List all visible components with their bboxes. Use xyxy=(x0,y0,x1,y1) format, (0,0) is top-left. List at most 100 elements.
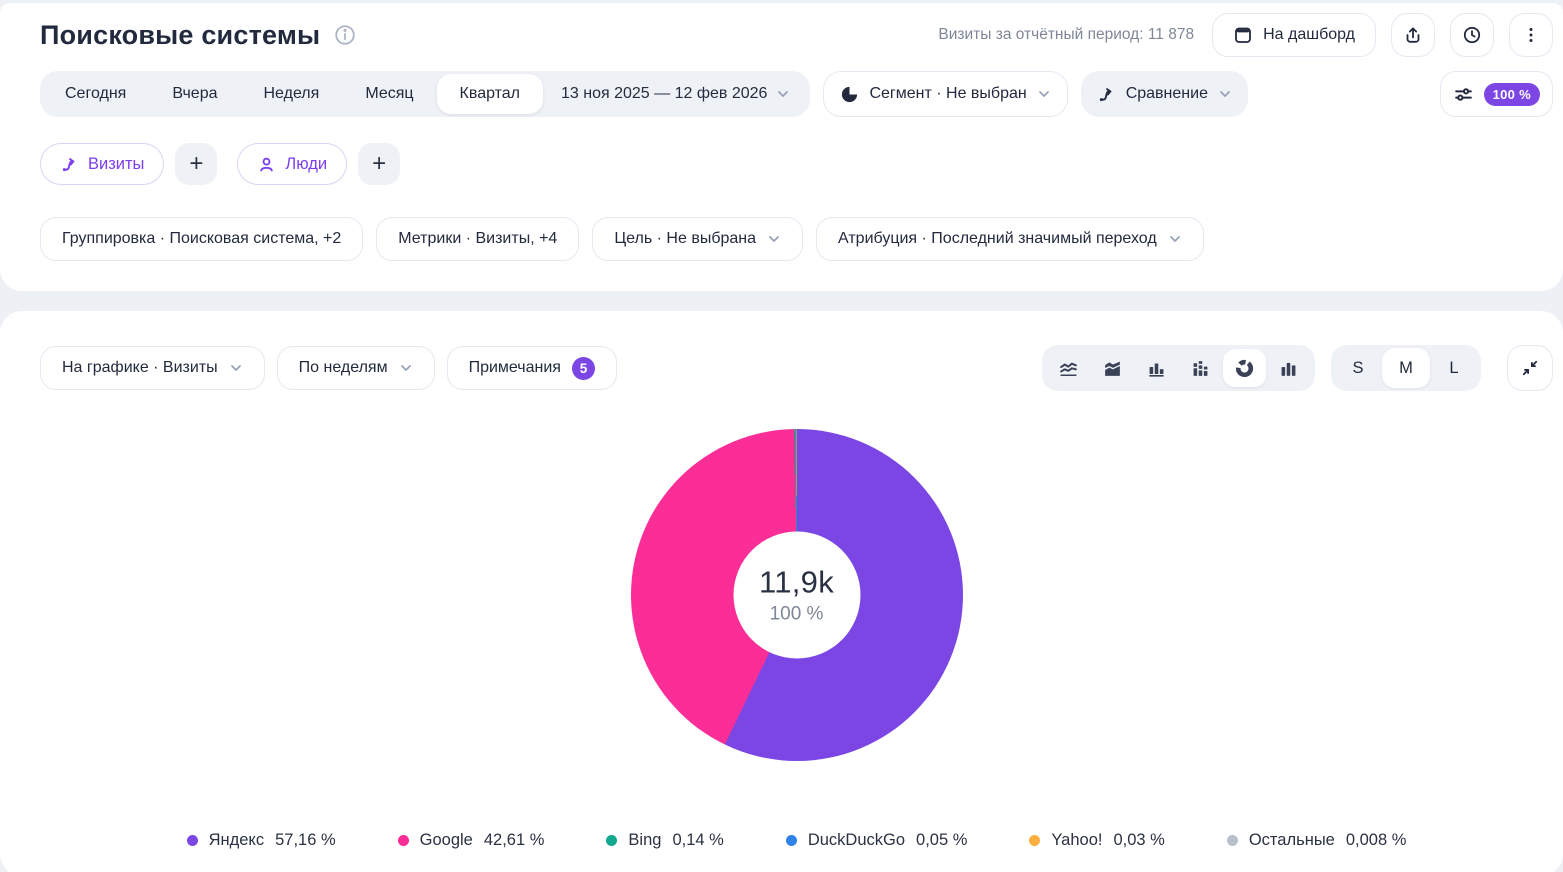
legend-series-name: Остальные xyxy=(1248,831,1335,849)
info-icon[interactable] xyxy=(334,24,356,46)
add-visits-metric-button[interactable]: + xyxy=(175,143,218,185)
dashboard-button[interactable]: На дашборд xyxy=(1212,13,1376,57)
donut-chart-icon[interactable] xyxy=(1223,349,1266,387)
tab-month[interactable]: Месяц xyxy=(365,85,414,102)
share-button[interactable] xyxy=(1391,13,1435,57)
metrics-label: Метрики · Визиты, +4 xyxy=(398,230,558,247)
grouping-label: Группировка · Поисковая система, +2 xyxy=(62,230,342,247)
person-icon xyxy=(257,155,276,174)
attribution-label: Атрибуция · Последний значимый переход xyxy=(838,230,1157,247)
donut-chart[interactable]: 11,9k 100 % xyxy=(630,429,963,761)
comparison-selector[interactable]: Сравнение xyxy=(1080,71,1248,117)
share-icon xyxy=(1403,25,1423,45)
sampling-badge: 100 % xyxy=(1483,82,1540,106)
legend-item[interactable]: Остальные 0,008 % xyxy=(1226,831,1407,850)
legend-color-dot xyxy=(397,835,409,846)
tab-week[interactable]: Неделя xyxy=(263,85,320,102)
size-medium-button[interactable]: M xyxy=(1382,348,1430,388)
legend-series-value: 0,008 % xyxy=(1345,831,1407,849)
clock-icon xyxy=(1462,25,1482,45)
page-title: Поисковые системы xyxy=(40,19,321,50)
donut-center: 11,9k 100 % xyxy=(733,531,860,659)
segment-selector[interactable]: Сегмент · Не выбран xyxy=(823,71,1068,117)
date-range-picker[interactable]: 13 ноя 2025 — 12 фев 2026 xyxy=(543,85,808,103)
legend-item[interactable]: Google 42,61 % xyxy=(397,831,545,850)
chevron-down-icon xyxy=(400,365,411,371)
visits-route-icon xyxy=(60,155,79,174)
legend-item[interactable]: Bing 0,14 % xyxy=(606,831,724,850)
more-menu-button[interactable] xyxy=(1509,13,1553,57)
comparison-route-icon xyxy=(1097,85,1116,104)
history-button[interactable] xyxy=(1450,13,1494,57)
people-chip-label: Люди xyxy=(285,154,328,173)
donut-total-percent: 100 % xyxy=(769,603,824,625)
chart-controls-row: На графике · Визиты По неделям Примечани… xyxy=(40,345,1553,391)
legend-series-name: DuckDuckGo xyxy=(807,831,906,849)
legend-color-dot xyxy=(1029,835,1041,846)
size-small-button[interactable]: S xyxy=(1352,358,1364,377)
legend-series-name: Yahoo! xyxy=(1051,831,1103,849)
on-chart-label: На графике · Визиты xyxy=(62,359,218,376)
add-people-metric-button[interactable]: + xyxy=(358,143,401,185)
people-metric-chip[interactable]: Люди xyxy=(237,143,348,185)
legend-series-name: Bing xyxy=(628,831,662,849)
legend-color-dot xyxy=(606,835,618,846)
notes-count-badge: 5 xyxy=(571,356,595,380)
collapse-chart-button[interactable] xyxy=(1507,345,1553,391)
notes-button[interactable]: Примечания 5 xyxy=(446,346,617,390)
notes-label: Примечания xyxy=(468,359,561,376)
metric-chips-row: Визиты + Люди + xyxy=(40,143,1553,185)
legend-series-value: 0,05 % xyxy=(916,831,968,849)
time-grouping-label: По неделям xyxy=(298,359,388,376)
donut-total-value: 11,9k xyxy=(758,564,835,600)
time-grouping-selector[interactable]: По неделям xyxy=(276,346,435,390)
legend-item[interactable]: Яндекс 57,16 % xyxy=(186,831,336,850)
header-row: Поисковые системы Визиты за отчётный пер… xyxy=(40,3,1553,57)
tab-today[interactable]: Сегодня xyxy=(65,85,127,102)
stacked-bar-chart-icon[interactable] xyxy=(1179,349,1222,387)
segment-pie-icon xyxy=(840,85,859,104)
column-chart-icon[interactable] xyxy=(1267,349,1310,387)
sampling-settings[interactable]: 100 % xyxy=(1439,71,1553,117)
legend-series-value: 42,61 % xyxy=(483,831,545,849)
legend-series-name: Google xyxy=(419,831,473,849)
visits-summary: Визиты за отчётный период: 11 878 xyxy=(938,26,1195,43)
date-range-label: 13 ноя 2025 — 12 фев 2026 xyxy=(561,85,768,102)
chevron-down-icon xyxy=(1169,236,1180,242)
chart-size-selector: S M L xyxy=(1331,345,1481,391)
bar-chart-icon[interactable] xyxy=(1135,349,1178,387)
goal-selector[interactable]: Цель · Не выбрана xyxy=(592,217,804,261)
line-chart-icon[interactable] xyxy=(1047,349,1090,387)
dashboard-button-label: На дашборд xyxy=(1263,26,1355,43)
chart-card: На графике · Визиты По неделям Примечани… xyxy=(0,311,1563,872)
period-bar: Сегодня Вчера Неделя Месяц Квартал 13 но… xyxy=(40,71,1553,117)
dashboard-icon xyxy=(1233,25,1253,45)
donut-chart-area: 11,9k 100 % xyxy=(40,413,1553,777)
chevron-down-icon xyxy=(778,91,789,97)
metrics-selector[interactable]: Метрики · Визиты, +4 xyxy=(376,217,580,261)
attribution-selector[interactable]: Атрибуция · Последний значимый переход xyxy=(816,217,1204,261)
legend-item[interactable]: DuckDuckGo 0,05 % xyxy=(785,831,968,850)
report-header-card: Поисковые системы Визиты за отчётный пер… xyxy=(0,3,1563,291)
grouping-selector[interactable]: Группировка · Поисковая система, +2 xyxy=(40,217,364,261)
kebab-icon xyxy=(1521,25,1541,45)
collapse-icon xyxy=(1520,358,1540,378)
visits-chip-label: Визиты xyxy=(88,154,145,173)
chevron-down-icon xyxy=(1038,91,1049,97)
segment-label: Сегмент · Не выбран xyxy=(869,85,1027,102)
visits-metric-chip[interactable]: Визиты xyxy=(40,143,165,185)
legend-series-name: Яндекс xyxy=(208,831,265,849)
tab-quarter[interactable]: Квартал xyxy=(436,74,544,114)
legend-item[interactable]: Yahoo! 0,03 % xyxy=(1029,831,1165,850)
area-chart-icon[interactable] xyxy=(1091,349,1134,387)
tab-yesterday[interactable]: Вчера xyxy=(172,85,218,102)
legend-color-dot xyxy=(186,835,198,846)
size-large-button[interactable]: L xyxy=(1449,358,1459,377)
period-tabs: Сегодня Вчера Неделя Месяц Квартал 13 но… xyxy=(40,71,811,117)
on-chart-selector[interactable]: На графике · Визиты xyxy=(40,346,265,390)
legend-series-value: 57,16 % xyxy=(275,831,336,849)
legend-color-dot xyxy=(785,835,797,846)
goal-label: Цель · Не выбрана xyxy=(614,230,757,247)
chevron-down-icon xyxy=(769,236,779,242)
filters-row: Группировка · Поисковая система, +2 Метр… xyxy=(40,217,1553,261)
